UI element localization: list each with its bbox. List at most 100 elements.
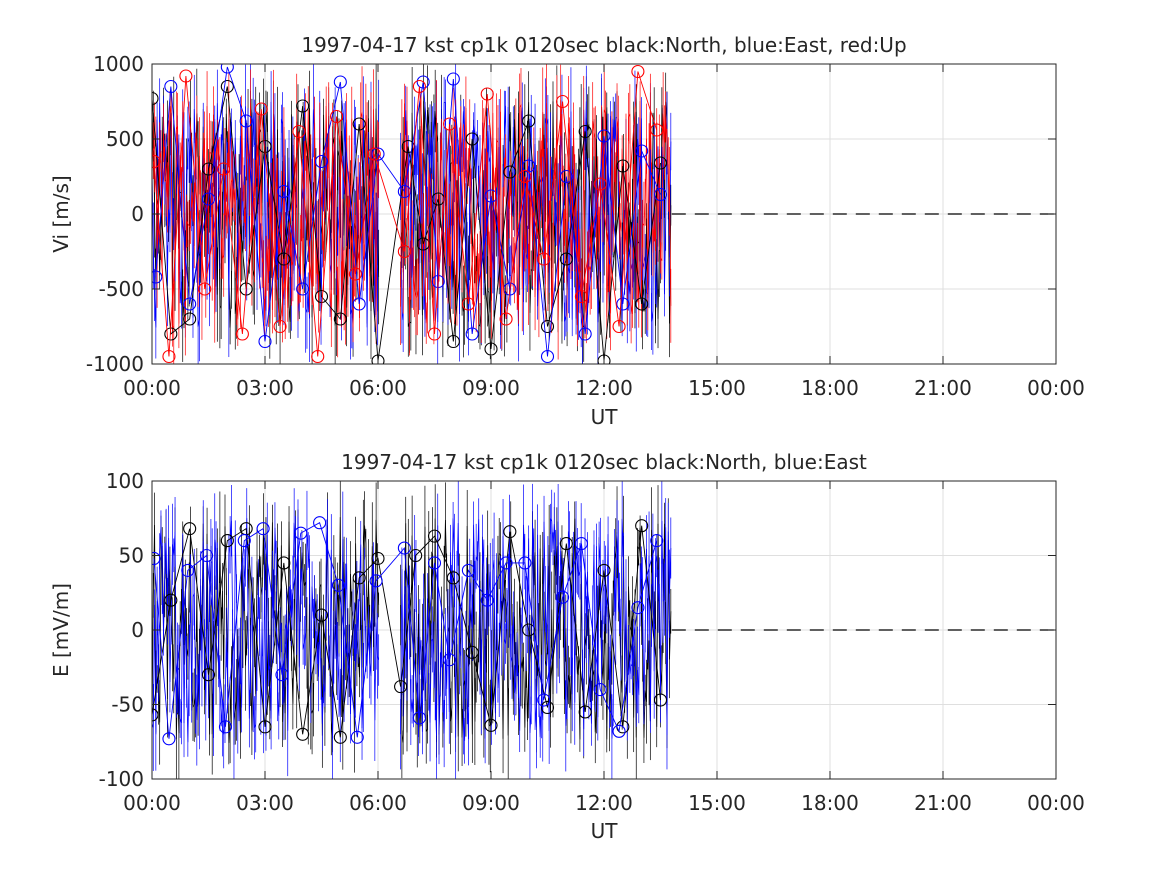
data-point (183, 297, 197, 311)
series-line (155, 66, 661, 357)
x-axis-label: UT (591, 405, 619, 429)
data-point (578, 124, 592, 139)
data-point (537, 252, 551, 266)
data-point (631, 601, 645, 615)
data-point (597, 354, 611, 364)
data-point (237, 534, 251, 548)
data-point (412, 79, 426, 94)
y-tick-label: 500 (106, 127, 144, 151)
data-point (333, 312, 347, 326)
x-tick-label: 06:00 (349, 376, 407, 400)
series-line (152, 103, 379, 329)
data-point (559, 537, 573, 551)
data-point (518, 556, 532, 570)
series-line (152, 86, 661, 362)
data-point (348, 267, 362, 281)
y-tick-label: 0 (131, 202, 144, 226)
data-point (164, 79, 178, 94)
x-tick-label: 00:00 (1027, 791, 1085, 815)
data-point (480, 87, 494, 101)
data-point (446, 72, 460, 86)
x-tick-label: 18:00 (801, 791, 859, 815)
x-tick-label: 12:00 (575, 376, 633, 400)
data-point (537, 693, 551, 707)
data-point (397, 541, 411, 555)
data-point (294, 526, 308, 540)
data-point (427, 529, 442, 543)
series-east (152, 64, 668, 364)
data-point (593, 177, 607, 191)
y-tick-label: -100 (99, 767, 144, 791)
data-point (371, 551, 385, 566)
data-point (314, 608, 329, 622)
data-point (397, 184, 411, 199)
chart-title: 1997-04-17 kst cp1k 0120sec black:North,… (301, 33, 906, 57)
data-point (631, 64, 645, 79)
data-point (164, 593, 178, 607)
data-point (394, 680, 408, 694)
series-up (152, 64, 664, 364)
series-north (152, 519, 668, 744)
data-point (416, 75, 430, 89)
data-point (330, 109, 344, 124)
data-point (465, 132, 479, 146)
data-point (635, 144, 649, 158)
series-density-trace (152, 481, 672, 779)
x-axis-label: UT (591, 819, 619, 843)
data-point (179, 69, 193, 83)
data-point (314, 154, 329, 169)
data-point (235, 327, 249, 341)
y-tick-label: 100 (106, 469, 144, 493)
data-point (653, 187, 668, 202)
data-point (181, 563, 195, 577)
data-point (201, 162, 216, 176)
data-point (427, 327, 442, 341)
x-tick-label: 00:00 (1027, 376, 1085, 400)
data-point (331, 578, 346, 592)
data-point (333, 75, 347, 89)
data-point (635, 297, 649, 311)
data-point (239, 282, 253, 296)
data-point (427, 556, 442, 570)
data-point (499, 312, 513, 326)
data-point (296, 282, 310, 296)
data-point (540, 700, 555, 715)
data-point (503, 165, 517, 179)
series-line (152, 525, 661, 738)
data-point (218, 720, 232, 734)
data-point (371, 354, 385, 364)
data-point (162, 732, 176, 746)
y-tick-label: -1000 (86, 352, 144, 376)
data-point (277, 556, 291, 570)
x-tick-label: 00:00 (123, 791, 181, 815)
data-point (612, 319, 626, 334)
data-point (152, 270, 163, 284)
series-density-trace (152, 64, 672, 364)
x-tick-label: 09:00 (462, 376, 520, 400)
x-tick-label: 15:00 (688, 376, 746, 400)
data-point (239, 114, 253, 128)
x-tick-label: 03:00 (236, 376, 294, 400)
data-point (522, 114, 536, 128)
data-point (292, 124, 306, 139)
data-point (556, 590, 570, 604)
data-point (254, 102, 268, 116)
plot-area (152, 481, 672, 779)
data-point (201, 192, 216, 206)
x-tick-label: 21:00 (914, 376, 972, 400)
data-point (559, 252, 573, 266)
data-point (574, 289, 588, 304)
data-point (612, 724, 626, 738)
data-point (152, 708, 159, 722)
data-point (152, 551, 161, 566)
data-point (484, 718, 498, 732)
data-point (200, 548, 214, 563)
data-point (352, 117, 366, 131)
data-point (273, 319, 287, 334)
electric-field-panel: 00:00 03:00 06:00 09:00 12:00 15:00 18:00 21:00… (49, 450, 1085, 843)
x-tick-label: 00:00 (123, 376, 181, 400)
data-point (333, 730, 347, 744)
data-point (578, 327, 592, 341)
data-point (653, 693, 668, 707)
